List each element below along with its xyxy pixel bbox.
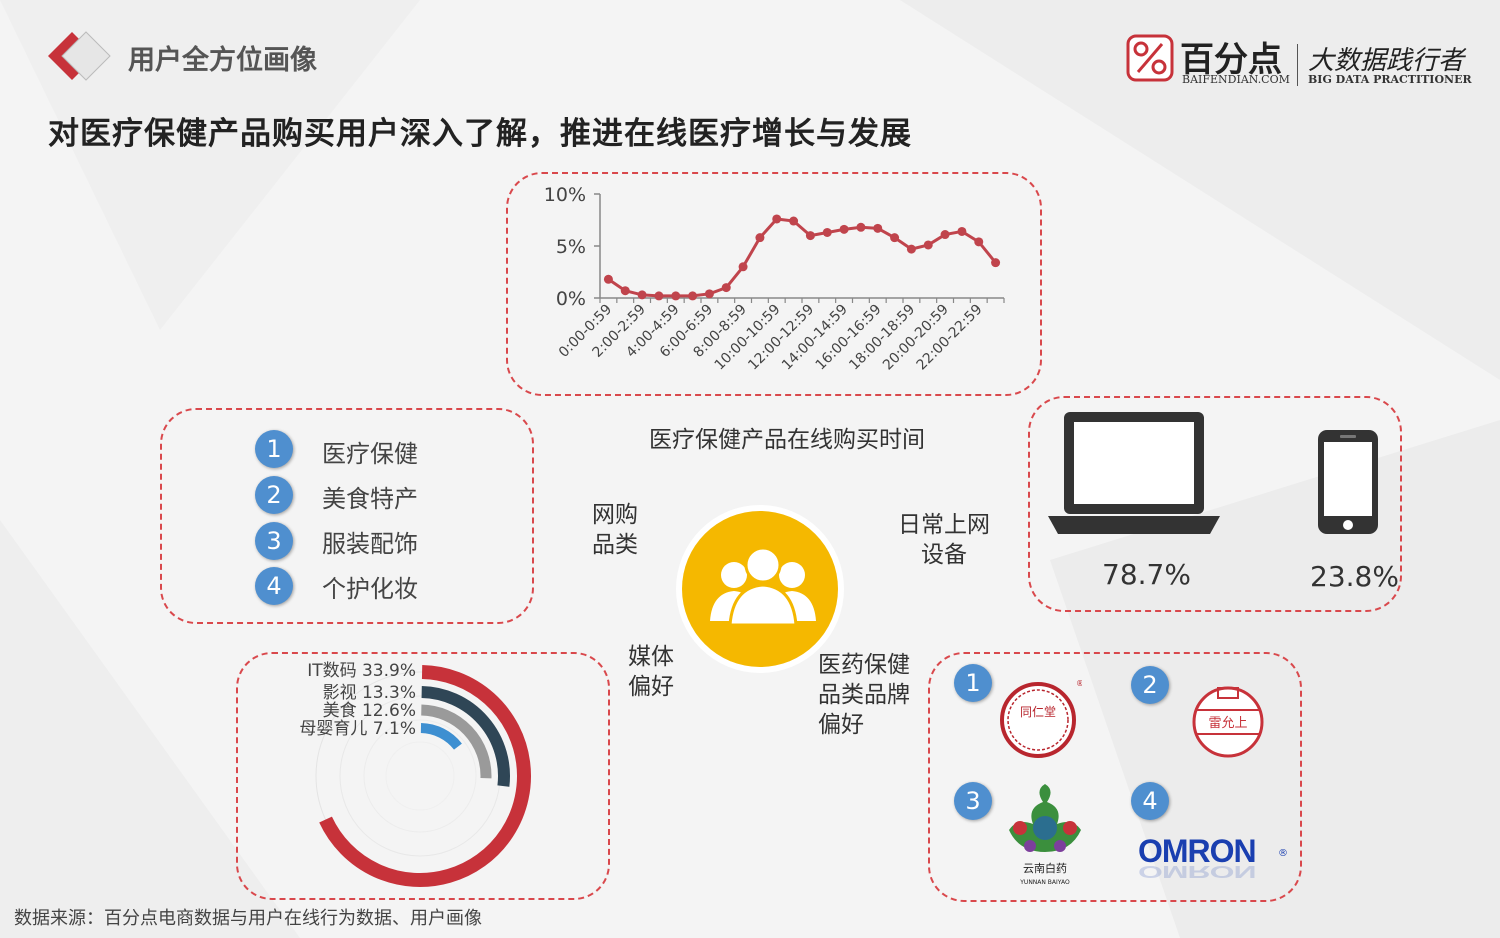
data-point (721, 283, 731, 293)
brand-rank-2: 2 (1131, 666, 1169, 704)
category-rank-3: 3 (255, 522, 293, 560)
page-headline: 对医疗保健产品购买用户深入了解，推进在线医疗增长与发展 (48, 116, 912, 152)
data-point (772, 214, 782, 224)
svg-text:®: ® (1076, 679, 1082, 688)
y-tick-label: 10% (544, 184, 586, 206)
tongrentang-logo: 同仁堂 ® (1000, 679, 1082, 758)
data-point (906, 244, 916, 254)
data-point (738, 262, 748, 272)
data-point (890, 233, 900, 243)
data-point (654, 291, 664, 301)
section-title: 用户全方位画像 (128, 45, 317, 76)
brand-rank-1: 1 (954, 664, 992, 702)
data-point (620, 286, 630, 296)
data-point (704, 289, 714, 299)
user-hub (676, 505, 844, 673)
users-group-icon (710, 546, 816, 627)
data-point (688, 291, 698, 301)
brand-preference-label: 医药保健 品类品牌 偏好 (818, 652, 910, 738)
category-rank-1: 1 (255, 430, 293, 468)
data-point (637, 290, 647, 300)
y-tick-label: 5% (556, 236, 586, 258)
category-label-2: 美食特产 (322, 485, 418, 513)
brand-divider (1297, 44, 1298, 86)
data-point (822, 227, 832, 237)
category-rank-4: 4 (255, 567, 293, 605)
radial-bar (319, 665, 531, 887)
y-tick-label: 0% (556, 288, 586, 310)
radial-bar-label: 美食 12.6% (323, 701, 416, 721)
data-point (957, 226, 967, 236)
data-point (755, 233, 765, 243)
category-label-4: 个护化妆 (322, 575, 418, 603)
yunnan-baiyao-logo: 云南白药 YUNNAN BAIYAO (1009, 784, 1081, 886)
data-point (671, 291, 681, 301)
data-point (805, 231, 815, 241)
laptop-icon (1048, 412, 1220, 534)
radial-bar-label: IT数码 33.9% (307, 661, 416, 681)
data-point (991, 258, 1001, 268)
brand-slogan-en: BIG DATA PRACTITIONER (1308, 73, 1472, 86)
device-box (1028, 396, 1402, 612)
smartphone-icon (1318, 430, 1378, 534)
data-source-note: 数据来源：百分点电商数据与用户在线行为数据、用户画像 (14, 908, 482, 929)
shopping-category-label: 网购 品类 (592, 502, 638, 558)
radial-bar-label: 母婴育儿 7.1% (299, 719, 416, 739)
section-logo-icon (48, 31, 111, 81)
radial-bar (421, 704, 492, 779)
brand-domain: BAIFENDIAN.COM (1182, 73, 1290, 86)
media-box (236, 652, 610, 900)
radial-bar (420, 723, 462, 750)
laptop-percentage: 78.7% (1102, 558, 1191, 591)
leiyunshang-text: 雷允上 (1208, 715, 1247, 731)
track-ring (385, 741, 455, 811)
brand-slogan: 大数据践行者 (1308, 46, 1465, 76)
radial-bar-label: 影视 13.3% (323, 683, 416, 703)
device-label: 日常上网 设备 (898, 512, 990, 568)
radial-bar (421, 686, 510, 787)
phone-percentage: 23.8% (1310, 560, 1399, 593)
data-point (923, 240, 933, 250)
data-point (974, 237, 984, 247)
yunnan-baiyao-text: 云南白药 (1023, 861, 1067, 875)
svg-text:®: ® (1278, 848, 1288, 859)
data-point (940, 230, 950, 240)
yunnan-baiyao-en: YUNNAN BAIYAO (1019, 879, 1070, 886)
media-preference-chart: IT数码 33.9%影视 13.3%美食 12.6%母婴育儿 7.1% (299, 661, 531, 887)
data-point (839, 224, 849, 234)
category-box (160, 408, 534, 624)
brand-box (928, 652, 1302, 902)
time-chart-box (506, 172, 1042, 396)
tongrentang-text: 同仁堂 (1020, 705, 1056, 719)
data-point (856, 222, 866, 232)
purchase-time-line-chart: 0%5%10%0:00-0:592:00-2:594:00-4:596:00-6… (544, 184, 1005, 373)
track-ring (363, 719, 477, 833)
brand-rank-4: 4 (1131, 782, 1169, 820)
brand-rank-3: 3 (954, 782, 992, 820)
category-label-1: 医疗保健 (322, 440, 418, 468)
data-point (873, 223, 883, 233)
category-label-3: 服装配饰 (322, 530, 418, 558)
omron-reflection: OMRON (1138, 862, 1256, 881)
data-point (789, 216, 799, 226)
omron-logo: OMRON OMRON ® (1138, 833, 1288, 881)
time-chart-caption: 医疗保健产品在线购买时间 (649, 427, 925, 453)
baifendian-logo-icon (1126, 34, 1174, 82)
category-rank-2: 2 (255, 476, 293, 514)
media-preference-label: 媒体 偏好 (628, 644, 674, 700)
omron-text: OMRON (1138, 833, 1256, 869)
data-point (603, 274, 613, 284)
leiyunshang-logo: 雷允上 (1192, 686, 1264, 758)
brand-name: 百分点 (1180, 40, 1282, 80)
series-line (607, 217, 997, 298)
